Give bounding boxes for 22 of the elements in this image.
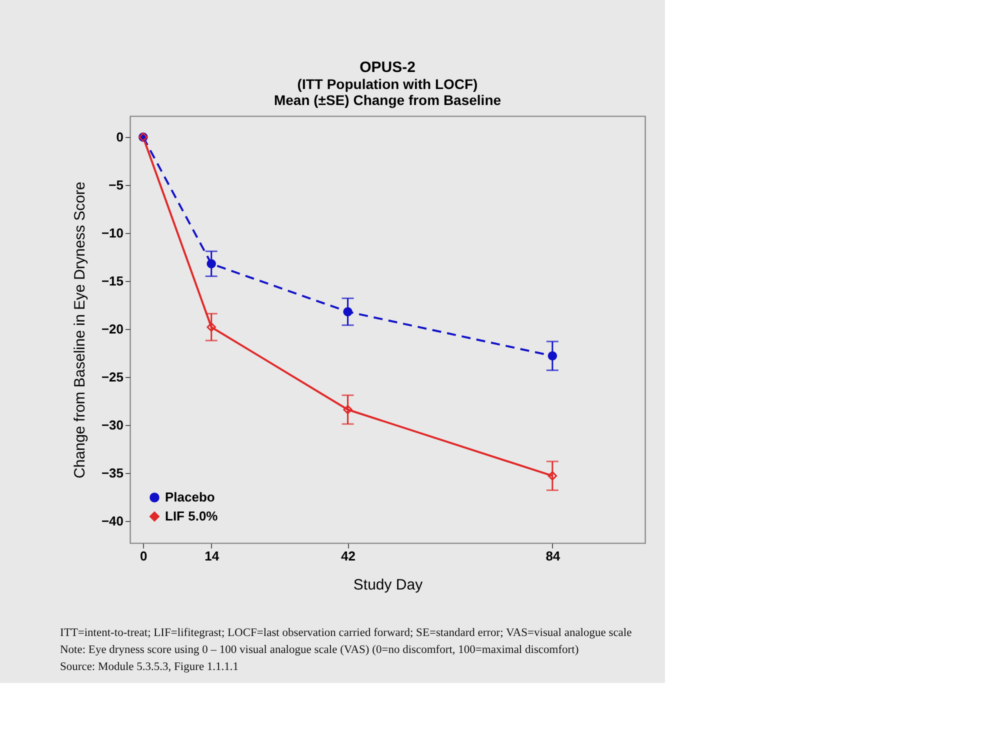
- x-tick-label: 84: [546, 548, 561, 564]
- y-tick-label: −20: [101, 322, 124, 337]
- y-tick-label: −15: [101, 274, 124, 289]
- chart-title: OPUS-2: [360, 59, 416, 76]
- x-tick-label: 42: [341, 548, 356, 564]
- text: Note: Eye dryness score using 0 – 100 visual analogue scale (VAS) (0=no discomfort, 100=maximal discomfort): [60, 644, 579, 656]
- y-tick-label: 0: [116, 130, 124, 145]
- x-tick-label: 0: [140, 548, 148, 564]
- y-tick-label: −30: [101, 417, 124, 432]
- source-note: Source: Module 5.3.5.3, Figure 1.1.1.1: [60, 661, 239, 673]
- legend-label: Placebo: [165, 490, 215, 504]
- y-axis-title: Change from Baseline in Eye Dryness Score: [71, 182, 88, 478]
- x-tick-label: 14: [204, 548, 220, 564]
- text: ITT=intent-to-treat; LIF=lifitegrast; LOCF=last observation carried forward; SE=standard error; VAS=visual analogue scale: [60, 627, 632, 639]
- x-axis-title: Study Day: [353, 576, 424, 594]
- y-tick-label: −40: [101, 513, 124, 528]
- y-tick-label: −10: [101, 226, 124, 241]
- y-tick-label: −5: [108, 178, 124, 193]
- y-tick-label: −25: [101, 370, 124, 384]
- legend-label: LIF 5.0%: [165, 508, 218, 524]
- chart-subtitle: (ITT Population with LOCF) Mean (±SE) Change from Baseline: [274, 76, 502, 108]
- y-tick-label: −35: [101, 465, 124, 480]
